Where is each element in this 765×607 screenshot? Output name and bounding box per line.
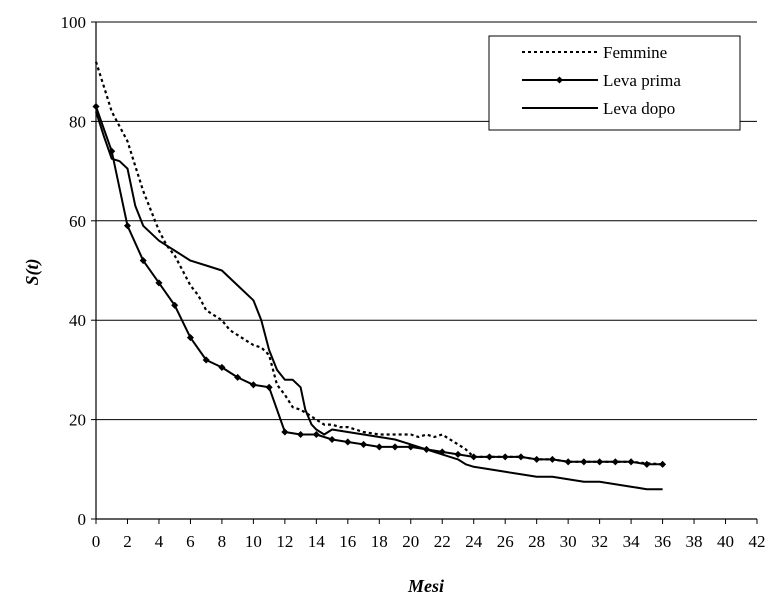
data-point-marker — [218, 363, 226, 371]
data-point-marker — [281, 428, 289, 436]
x-tick-label: 20 — [402, 532, 419, 551]
data-point-marker — [564, 458, 572, 466]
legend-label: Leva dopo — [603, 99, 675, 118]
data-point-marker — [485, 453, 493, 461]
data-point-marker — [470, 453, 478, 461]
data-point-marker — [611, 458, 619, 466]
x-tick-label: 10 — [245, 532, 262, 551]
data-point-marker — [92, 102, 100, 111]
data-point-marker — [265, 383, 273, 391]
data-point-marker — [501, 453, 509, 461]
data-point-marker — [596, 458, 604, 466]
x-tick-label: 6 — [186, 532, 195, 551]
data-point-marker — [391, 443, 399, 451]
data-point-marker — [328, 435, 336, 444]
data-point-marker — [171, 301, 179, 309]
data-point-marker — [580, 458, 588, 466]
x-tick-label: 24 — [465, 532, 483, 551]
data-point-marker — [202, 356, 210, 364]
series-layer — [92, 61, 667, 491]
data-point-marker — [627, 458, 635, 466]
y-axis-title: S(t) — [22, 259, 43, 286]
y-tick-label: 100 — [61, 13, 87, 32]
y-tick-label: 80 — [69, 112, 86, 131]
legend: Femmine Leva prima Leva dopo — [488, 35, 741, 131]
data-point-marker — [139, 257, 147, 265]
data-point-marker — [517, 453, 525, 461]
data-point-marker — [249, 381, 257, 389]
x-tick-label: 2 — [123, 532, 132, 551]
data-point-marker — [360, 440, 368, 448]
x-tick-label: 12 — [276, 532, 293, 551]
x-tick-label: 16 — [339, 532, 356, 551]
x-tick-label: 22 — [434, 532, 451, 551]
data-point-marker — [297, 430, 305, 439]
data-point-marker — [155, 279, 163, 287]
series-leva-dopo — [95, 111, 663, 491]
data-point-marker — [548, 455, 556, 463]
data-point-marker — [643, 460, 651, 468]
x-tick-label: 26 — [497, 532, 514, 551]
data-point-marker — [344, 438, 352, 446]
x-tick-label: 42 — [749, 532, 765, 551]
data-point-marker — [454, 450, 462, 458]
x-tick-label: 34 — [623, 532, 641, 551]
x-tick-label: 40 — [717, 532, 734, 551]
y-axis: 0 20 40 60 80 100 — [61, 13, 96, 529]
x-tick-label: 32 — [591, 532, 608, 551]
legend-marker — [555, 76, 564, 84]
x-tick-label: 28 — [528, 532, 545, 551]
x-tick-label: 14 — [308, 532, 326, 551]
data-point-marker — [312, 430, 320, 439]
x-tick-label: 4 — [155, 532, 164, 551]
x-axis-title: Mesi — [407, 576, 444, 596]
x-tick-label: 0 — [92, 532, 101, 551]
legend-label: Femmine — [603, 43, 667, 62]
x-tick-label: 36 — [654, 532, 671, 551]
y-tick-label: 20 — [69, 411, 86, 430]
x-tick-label: 38 — [686, 532, 703, 551]
data-point-marker — [123, 222, 132, 230]
series-leva-prima — [95, 106, 663, 466]
x-axis: 0 2 4 6 8 10 12 14 16 18 20 22 24 26 28 30 32 34 36 38 40 42 — [92, 519, 765, 551]
x-tick-label: 8 — [218, 532, 227, 551]
y-tick-label: 40 — [69, 311, 86, 330]
y-tick-label: 60 — [69, 212, 86, 231]
legend-label: Leva prima — [603, 71, 681, 90]
data-point-marker — [186, 334, 194, 342]
data-point-marker — [659, 460, 667, 468]
y-tick-label: 0 — [78, 510, 87, 529]
x-tick-label: 30 — [560, 532, 577, 551]
data-point-marker — [375, 443, 383, 451]
data-point-marker — [533, 455, 541, 463]
data-point-marker — [234, 373, 242, 381]
x-tick-label: 18 — [371, 532, 388, 551]
